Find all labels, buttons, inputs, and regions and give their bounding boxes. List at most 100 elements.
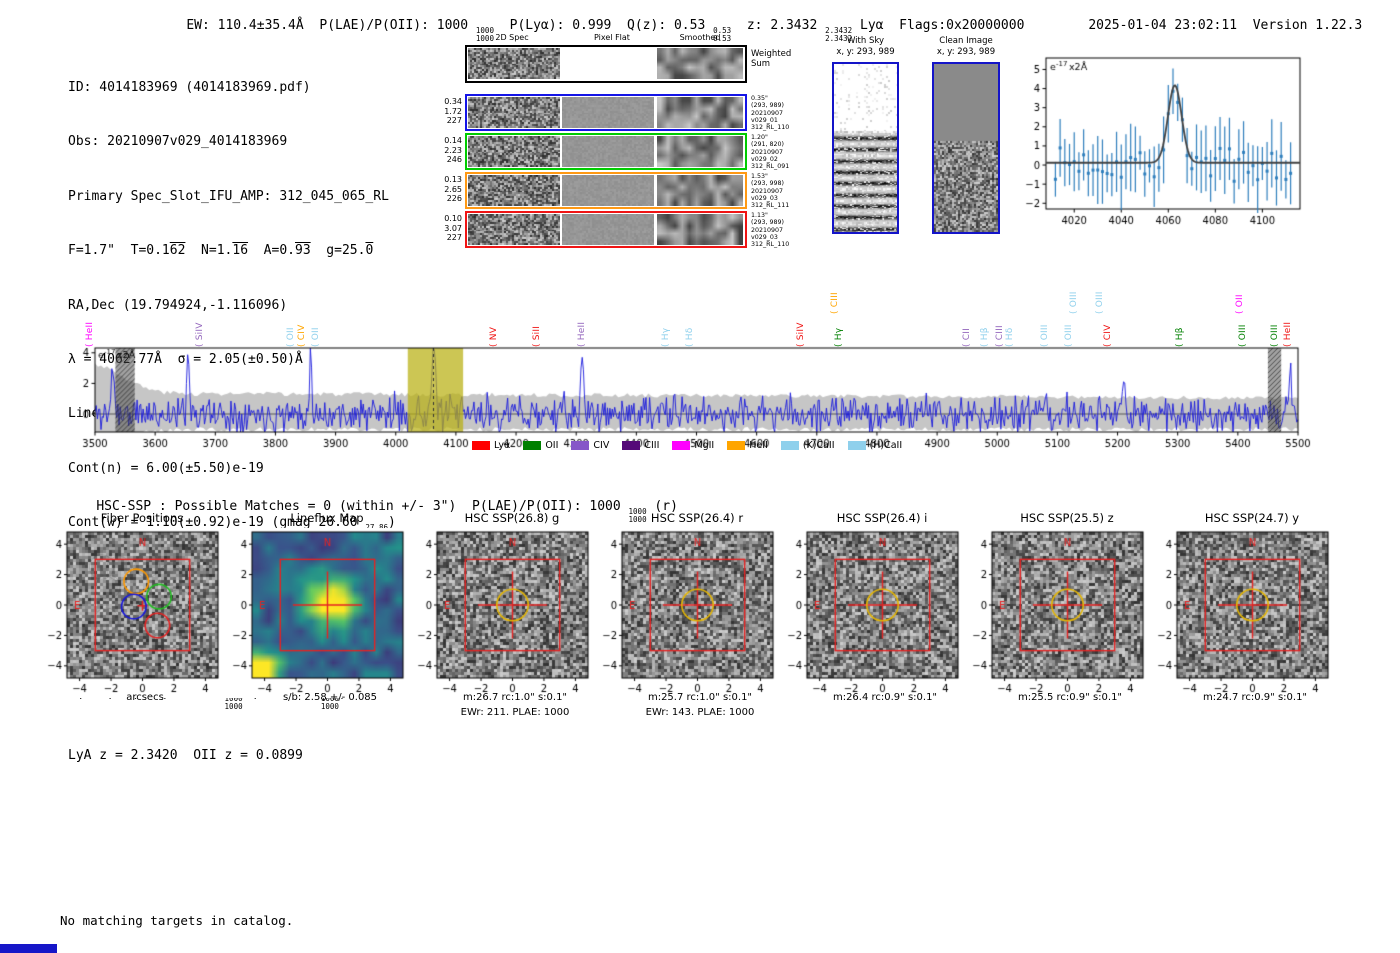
hsc-i-panel bbox=[775, 528, 965, 698]
panel-title-hsc-z: HSC SSP(25.5) z bbox=[1020, 511, 1114, 525]
panel-title-hsc-y: HSC SSP(24.7) y bbox=[1204, 511, 1300, 525]
clean-image-title: Clean Image x, y: 293, 989 bbox=[936, 36, 996, 57]
legend-swatch bbox=[472, 441, 490, 450]
info-cont-w: Cont(w) = 1.10(±0.92)e-19 (gmag 26.60 27… bbox=[68, 515, 396, 539]
hsc-g-panel bbox=[405, 528, 595, 698]
report-version: Version 1.22.3 bbox=[1252, 18, 1363, 33]
weighted-sum-label: Weighted Sum bbox=[751, 49, 792, 69]
hsc-z-panel bbox=[960, 528, 1150, 698]
clean-image bbox=[934, 64, 998, 232]
row3-meta: 1.53" (293, 998) 20210907 v029_03 312_RL_111 bbox=[751, 173, 790, 210]
hsc-y-caption: m:24.7 rc:0.9" s:0.1" bbox=[1202, 692, 1308, 703]
info-cont-n: Cont(n) = 6.00(±5.50)e-19 bbox=[68, 460, 264, 476]
weighted-smoothed-image bbox=[657, 48, 743, 79]
info-id: ID: 4014183969 (4014183969.pdf) bbox=[68, 80, 311, 95]
info-fline: F=1.7" T=0.162 N=1.16 A=0.93 g=25.0 bbox=[68, 243, 374, 259]
legend-swatch bbox=[672, 441, 691, 450]
row3-2dspec-image bbox=[468, 175, 560, 206]
panel-title-hsc-r: HSC SSP(26.4) r bbox=[650, 511, 744, 525]
row2-meta: 1.20" (291, 820) 20210907 v029_02 312_RL_091 bbox=[751, 134, 790, 171]
row1-smoothed-image bbox=[657, 97, 743, 128]
lineflux-map-panel bbox=[220, 528, 410, 698]
lineflux-caption: s/b: 2.58 +/- 0.085 bbox=[282, 692, 378, 703]
hsc-y-panel bbox=[1145, 528, 1335, 698]
legend-item-OII: OII bbox=[523, 440, 558, 451]
emission-line-label-OIII: ( OIII bbox=[1068, 291, 1079, 314]
hsc-ssp-match-line: HSC-SSP : Possible Matches = 0 (within +… bbox=[96, 499, 678, 524]
info-redshifts: LyA z = 2.3420 OII z = 0.0899 bbox=[68, 748, 303, 764]
col-title-pixelflat: Pixel Flat bbox=[594, 33, 630, 42]
legend-item-CIV: CIV bbox=[571, 440, 609, 451]
plae-fraction: 1000 1000 bbox=[475, 26, 494, 43]
fiber-row-1-box bbox=[465, 94, 747, 131]
panel-title-hsc-i: HSC SSP(26.4) i bbox=[836, 511, 928, 525]
z-fraction: 2.3432 2.3432 bbox=[825, 26, 853, 43]
footer-blue-bar bbox=[0, 944, 57, 953]
info-obs: Obs: 20210907v029_4014183969 bbox=[68, 134, 288, 150]
hsc-z-caption: m:25.5 rc:0.9" s:0.1" bbox=[1017, 692, 1123, 703]
fiber-row-3-box bbox=[465, 172, 747, 209]
panel-title-fiber-positions: Fiber Positions bbox=[100, 511, 184, 525]
col-title-smoothed: Smoothed bbox=[679, 33, 721, 42]
row2-smoothed-image bbox=[657, 136, 743, 167]
legend-swatch bbox=[622, 441, 641, 450]
with-sky-box bbox=[832, 62, 899, 234]
legend-item-(K)CaII: (K)CaII bbox=[780, 440, 835, 451]
weighted-sum-box bbox=[465, 45, 747, 83]
info-primary-spec: Primary Spec_Slot_IFU_AMP: 312_045_065_R… bbox=[68, 188, 389, 204]
header-plya-qz: P(Lyα): 0.999 Q(z): 0.53 bbox=[493, 18, 714, 33]
legend-item-CIII: CIII bbox=[622, 440, 659, 451]
full-spectrum-plot bbox=[55, 335, 1345, 460]
with-sky-title: With Sky x, y: 293, 989 bbox=[836, 36, 895, 57]
header-stats-line: EW: 110.4±35.4Å P(LAE)/P(OII): 1000 1000… bbox=[155, 3, 1024, 57]
legend-item-HeII: HeII bbox=[727, 440, 768, 451]
row3-weights: 0.13 2.65 226 bbox=[444, 175, 462, 203]
legend-swatch bbox=[847, 441, 866, 450]
with-sky-image bbox=[834, 64, 897, 232]
report-datetime: 2025-01-04 23:02:11 bbox=[1088, 18, 1238, 33]
row4-weights: 0.10 3.07 227 bbox=[444, 214, 462, 242]
legend-item-Lyα: Lyα bbox=[472, 440, 510, 451]
panel-title-hsc-g: HSC SSP(26.8) g bbox=[464, 511, 560, 525]
header-flags: Lyα Flags:0x20000000 bbox=[852, 18, 1025, 33]
panel-title-lineflux-map: Lineflux Map bbox=[290, 511, 364, 525]
qz-fraction: 0.53 0.53 bbox=[713, 26, 732, 43]
col-title-2dspec: 2D Spec bbox=[495, 33, 529, 42]
header-datetime-version: 2025-01-04 23:02:11 Version 1.22.3 bbox=[1057, 3, 1362, 48]
emission-line-label-OII: ( OII bbox=[1234, 294, 1245, 314]
row2-2dspec-image bbox=[468, 136, 560, 167]
legend-item-MgII: MgII bbox=[672, 440, 714, 451]
emission-line-label-CIII: ( CIII bbox=[830, 292, 841, 314]
row4-smoothed-image bbox=[657, 214, 743, 245]
row2-pixelflat-image bbox=[562, 136, 654, 167]
hsc-r-caption: m:25.7 rc:1.0" s:0.1" EWr: 143. PLAE: 100… bbox=[645, 692, 755, 718]
fiber-xlabel: arcsecs bbox=[126, 692, 164, 703]
row3-pixelflat-image bbox=[562, 175, 654, 206]
fiber-positions-panel bbox=[35, 528, 225, 698]
row4-meta: 1.13" (293, 989) 20210907 v029_03 312_RL_110 bbox=[751, 212, 790, 249]
row3-smoothed-image bbox=[657, 175, 743, 206]
header-ew: EW: 110.4±35.4Å P(LAE)/P(OII): 1000 bbox=[186, 18, 476, 33]
row4-2dspec-image bbox=[468, 214, 560, 245]
row1-pixelflat-image bbox=[562, 97, 654, 128]
legend-swatch bbox=[727, 441, 746, 450]
info-radec: RA,Dec (19.794924,-1.116096) bbox=[68, 297, 288, 313]
row2-weights: 0.14 2.23 246 bbox=[444, 136, 462, 164]
hsc-plae-fraction: 1000 1000 bbox=[628, 507, 647, 524]
clean-image-box bbox=[932, 62, 1000, 234]
row1-meta: 0.35" (293, 989) 20210907 v029_01 312_RL_110 bbox=[751, 95, 790, 132]
line-fit-zoom-plot bbox=[1008, 48, 1328, 233]
emission-line-label-OIII: ( OIII bbox=[1095, 291, 1106, 314]
legend-swatch bbox=[523, 441, 542, 450]
hsc-r-panel bbox=[590, 528, 780, 698]
hsc-i-caption: m:26.4 rc:0.9" s:0.1" bbox=[832, 692, 938, 703]
header-z: z: 2.3432 bbox=[731, 18, 826, 33]
legend-swatch bbox=[780, 441, 799, 450]
row1-2dspec-image bbox=[468, 97, 560, 128]
hsc-g-caption: m:26.7 rc:1.0" s:0.1" EWr: 211. PLAE: 100… bbox=[460, 692, 570, 718]
fiber-row-2-box bbox=[465, 133, 747, 170]
weighted-2dspec-image bbox=[468, 48, 560, 79]
spectrum-legend: Lyα OII CIV CIII MgII HeII (K)CaII (H)CaII bbox=[472, 440, 902, 451]
row1-weights: 0.34 1.72 227 bbox=[444, 97, 462, 125]
row4-pixelflat-image bbox=[562, 214, 654, 245]
